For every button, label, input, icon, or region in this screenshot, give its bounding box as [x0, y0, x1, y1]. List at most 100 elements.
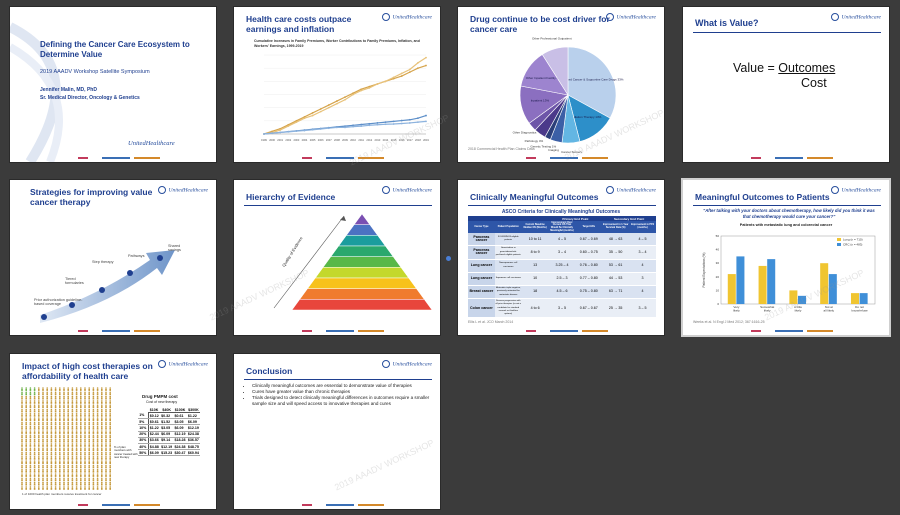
person-icon: [96, 447, 99, 449]
person-body: [21, 436, 23, 439]
unitedhealthcare-logo-icon: UnitedHealthcare: [831, 13, 881, 21]
person-icon: [92, 391, 95, 394]
table-row: 1% $0.12 $0.32 $0.61 $1.22: [138, 412, 201, 420]
data-point: [368, 87, 371, 89]
table-cell: $3.05: [173, 418, 187, 426]
slide-thumbnail-1[interactable]: Defining the Cancer Care Ecosystem to De…: [10, 7, 216, 162]
equation-numerator: Outcomes: [778, 61, 836, 75]
person-body: [80, 466, 82, 469]
person-body: [54, 427, 57, 430]
data-point: [384, 123, 387, 126]
person-icon: [88, 468, 90, 471]
person-icon: [80, 400, 82, 402]
pie-slice: [541, 46, 569, 97]
person-body: [46, 431, 48, 434]
table-cell: $6.09: [186, 418, 201, 426]
person-icon: [21, 486, 23, 488]
person-icon: [46, 460, 48, 462]
data-point: [311, 114, 314, 117]
slide-footer: [10, 152, 216, 162]
person-body: [38, 470, 40, 473]
person-icon: [75, 456, 78, 458]
x-tick-label: 2003: [294, 138, 300, 142]
person-body: [29, 419, 32, 421]
person-body: [59, 393, 61, 396]
slide-thumbnail-10[interactable]: Conclusion UnitedHealthcare Clinically m…: [234, 354, 440, 509]
person-body: [25, 470, 27, 473]
person-body: [59, 423, 61, 426]
table-cell: Disease progression with all prior thera…: [494, 298, 522, 319]
person-body: [54, 436, 57, 439]
person-icon: [88, 395, 90, 398]
person-icon: [96, 451, 99, 454]
person-body: [75, 436, 78, 439]
slide-thumbnail-7[interactable]: Clinically Meaningful Outcomes UnitedHea…: [458, 180, 664, 335]
person-icon: [84, 400, 86, 402]
pie-label: Radiation Therapy 13%: [570, 115, 602, 119]
data-point: [376, 122, 379, 124]
person-body: [92, 388, 95, 391]
person-icon: [75, 387, 78, 389]
slide-thumbnail-2[interactable]: Health care costs outpace earnings and i…: [234, 7, 440, 162]
person-body: [50, 470, 53, 473]
slide-thumbnail-9[interactable]: Impact of high cost therapies on afforda…: [10, 354, 216, 509]
person-body: [59, 483, 61, 486]
asco-criteria-table: Primary End Point Secondary End Point Canc…: [468, 216, 656, 319]
person-icon: [59, 438, 61, 441]
slide-thumbnail-8[interactable]: Meaningful Outcomes to Patients UnitedHe…: [683, 180, 889, 335]
person-icon: [54, 404, 57, 406]
person-icon: [25, 413, 27, 415]
person-body: [84, 414, 86, 417]
person-body: [96, 388, 99, 391]
person-icon: [46, 438, 48, 441]
person-icon: [71, 408, 74, 411]
x-tick-label: Do not: [855, 305, 864, 309]
person-body: [109, 427, 111, 430]
slide-thumbnail-5[interactable]: Strategies for improving value cancer th…: [10, 180, 216, 335]
person-icon: [63, 430, 65, 432]
person-icon: [21, 438, 23, 441]
person-icon: [25, 387, 27, 389]
person-icon: [109, 447, 111, 449]
person-icon: [50, 417, 53, 419]
person-icon: [75, 413, 78, 415]
person-body: [105, 431, 107, 434]
person-icon: [54, 464, 57, 467]
person-body: [80, 449, 82, 452]
person-body: [109, 401, 111, 404]
table-cell: $0.32: [159, 412, 174, 420]
person-body: [109, 393, 111, 396]
person-icon: [75, 481, 78, 484]
person-icon: [109, 456, 111, 458]
person-icon: [25, 468, 27, 471]
person-body: [21, 401, 23, 404]
pyramid-level: [345, 224, 379, 236]
person-body: [105, 414, 107, 417]
data-point: [417, 67, 419, 70]
slide-thumbnail-3[interactable]: Drug continue to be cost driver for canc…: [458, 7, 664, 162]
person-icon: [38, 447, 40, 449]
slide-thumbnail-4[interactable]: What is Value? UnitedHealthcare Value = …: [683, 7, 889, 162]
person-body: [109, 397, 111, 400]
data-point: [368, 124, 371, 127]
slide-title: Clinically Meaningful Outcomes: [470, 192, 599, 202]
person-body: [42, 388, 44, 391]
person-icon: [84, 473, 86, 475]
person-body: [59, 479, 61, 482]
table-cell: $6.09: [159, 431, 174, 438]
person-body: [25, 436, 27, 439]
person-body: [101, 410, 103, 413]
person-icon: [25, 451, 27, 454]
person-body: [96, 431, 99, 434]
person-icon: [67, 421, 69, 424]
table-header-cell: $300K: [186, 407, 201, 413]
person-icon: [88, 473, 90, 475]
person-body: [63, 436, 65, 439]
person-icon: [84, 413, 86, 415]
person-icon: [54, 438, 57, 441]
person-body: [71, 419, 74, 421]
person-body: [46, 397, 48, 400]
slide-thumbnail-6[interactable]: Hierarchy of Evidence UnitedHealthcare Q…: [234, 180, 440, 335]
person-icon: [96, 408, 99, 411]
data-point: [327, 127, 330, 130]
